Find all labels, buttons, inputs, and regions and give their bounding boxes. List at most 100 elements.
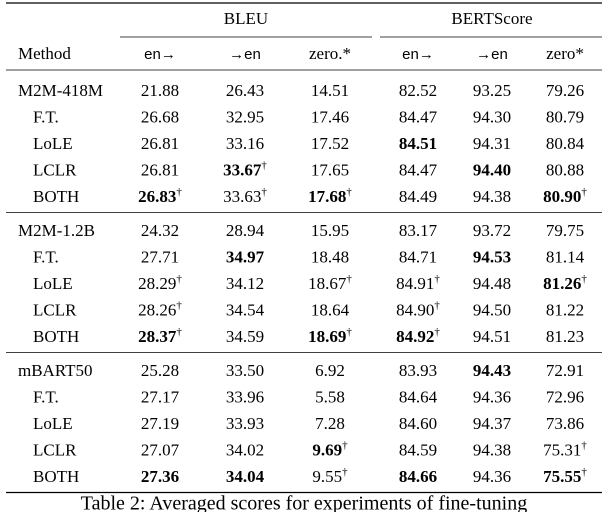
cell-mark: †	[581, 466, 587, 478]
cell: 28.37†	[138, 326, 182, 346]
cell: 18.64	[311, 300, 350, 319]
cell: 18.69†	[308, 326, 352, 346]
cell: 34.97	[226, 247, 265, 266]
cell-mark: †	[342, 466, 348, 478]
cell-value: 27.36	[141, 467, 179, 486]
cell-value: 75.31	[543, 440, 581, 459]
cell: 6.92	[315, 361, 345, 380]
cell: 18.48	[311, 247, 349, 266]
cell: 28.26†	[138, 299, 182, 319]
cell: 94.36	[473, 387, 511, 406]
cell: 94.40	[473, 160, 511, 179]
cell-mark: †	[261, 186, 267, 198]
cell: 26.81	[141, 134, 179, 153]
method: LoLE	[33, 274, 73, 293]
cell: 75.31†	[543, 439, 587, 459]
cell: 84.92†	[396, 326, 440, 346]
cell-mark: †	[581, 186, 587, 198]
cell: 84.71	[399, 247, 437, 266]
cell: 5.58	[315, 387, 345, 406]
cell: 84.59	[399, 440, 437, 459]
cell: 33.93	[226, 414, 264, 433]
cell: 94.37	[473, 414, 512, 433]
cell-mark: †	[176, 326, 182, 338]
cell: 80.90†	[543, 186, 587, 206]
cell: 94.36	[473, 467, 511, 486]
column-header: Method	[18, 44, 71, 63]
cell-value: 28.37	[138, 327, 177, 346]
cell-mark: †	[346, 326, 352, 338]
cell-value: 34.97	[226, 247, 265, 266]
cell: 83.17	[399, 221, 438, 240]
cell-value: 18.67	[308, 274, 347, 293]
cell-value: 81.26	[543, 274, 581, 293]
cell: 21.88	[141, 81, 179, 100]
cell: 27.19	[141, 414, 179, 433]
cell: 27.17	[141, 387, 180, 406]
cell: 33.16	[226, 134, 264, 153]
cell: 81.23	[546, 327, 584, 346]
cell: 34.59	[226, 327, 264, 346]
method: BOTH	[33, 187, 79, 206]
cell: 17.68†	[308, 186, 352, 206]
column-header: en→	[402, 46, 434, 63]
cell-value: 26.83	[138, 187, 176, 206]
cell: 28.94	[226, 221, 265, 240]
cell: 27.07	[141, 440, 180, 459]
cell: 75.55†	[543, 466, 587, 486]
cell-value: 84.66	[399, 467, 437, 486]
group-header: BERTScore	[451, 9, 532, 28]
method: F.T.	[33, 107, 59, 126]
method: LCLR	[33, 440, 77, 459]
method: BOTH	[33, 467, 79, 486]
column-header: zero*	[546, 44, 584, 63]
cell: 94.50	[473, 300, 511, 319]
cell: 81.22	[546, 300, 584, 319]
cell: 81.26†	[543, 273, 587, 293]
cell: 80.88	[546, 160, 584, 179]
method: LoLE	[33, 414, 73, 433]
cell: 26.81	[141, 160, 179, 179]
cell: 18.67†	[308, 273, 352, 293]
cell-mark: †	[434, 326, 440, 338]
cell-value: 9.69	[312, 440, 342, 459]
method: BOTH	[33, 327, 79, 346]
cell: 26.68	[141, 107, 179, 126]
cell-value: 18.69	[308, 327, 346, 346]
cell: 26.43	[226, 81, 264, 100]
cell: 80.84	[546, 134, 585, 153]
cell: 27.36	[141, 467, 179, 486]
cell: 84.64	[399, 387, 438, 406]
method: LCLR	[33, 300, 77, 319]
cell-value: 75.55	[543, 467, 581, 486]
cell-mark: †	[261, 159, 267, 171]
cell: 94.31	[473, 134, 511, 153]
column-header: →en	[476, 46, 508, 63]
cell: 84.60	[399, 414, 437, 433]
cell: 17.46	[311, 107, 349, 126]
cell: 94.30	[473, 107, 511, 126]
cell: 83.93	[399, 361, 437, 380]
cell-mark: †	[342, 439, 348, 451]
cell-value: 84.90	[396, 300, 434, 319]
cell: 93.25	[473, 81, 511, 100]
column-header: en→	[144, 46, 176, 63]
cell-value: 33.67	[223, 160, 262, 179]
cell-mark: †	[434, 299, 440, 311]
cell-mark: †	[346, 273, 352, 285]
cell-value: 84.51	[399, 134, 437, 153]
cell: 28.29†	[138, 273, 182, 293]
method: LCLR	[33, 160, 77, 179]
cell: 84.49	[399, 187, 437, 206]
cell: 94.53	[473, 247, 511, 266]
method: mBART50	[18, 361, 93, 380]
cell-value: 33.63	[223, 187, 261, 206]
cell-value: 94.53	[473, 247, 511, 266]
column-header: →en	[229, 46, 261, 63]
cell-mark: †	[176, 299, 182, 311]
cell: 84.91†	[396, 273, 440, 293]
group-header: BLEU	[224, 9, 268, 28]
cell: 34.12	[226, 274, 264, 293]
